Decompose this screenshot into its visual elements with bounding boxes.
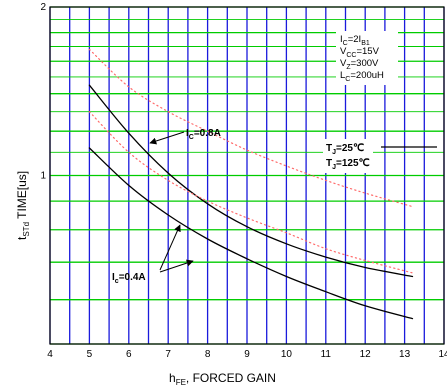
x-tick-label: 4 [47,349,53,360]
y-tick-label: 1 [40,171,46,182]
annotation-ic-0.4a: Ic=0.4A [112,272,146,285]
x-tick-label: 9 [244,349,250,360]
series-line-solid [88,147,414,320]
legend: TJ=25℃ TJ=125℃ [323,139,437,173]
x-tick-label: 7 [165,349,171,360]
x-tick-label: 8 [205,349,211,360]
legend-entry-label: TJ=125℃ [326,158,370,171]
x-tick-label: 14 [438,349,447,360]
x-axis-title: hFE, FORCED GAIN [169,371,276,387]
y-axis-title: tSTd TIME[us] [15,171,31,240]
plot-frame [49,6,445,345]
x-tick-label: 13 [399,349,411,360]
condition-line: IC=2IB1 [340,34,370,47]
curves [88,48,414,320]
x-tick-label: 6 [126,349,132,360]
arrow-to-0.8a-curve [149,131,185,145]
arrow-to-0.4a-upper [159,224,181,271]
legend-background [323,139,373,173]
x-tick-label: 12 [360,349,372,360]
arrow-to-0.4a-lower [159,259,194,273]
y-tick-label: 2 [40,2,46,13]
legend-entry-label: TJ=25℃ [326,143,364,156]
series-line-dotted [88,48,414,208]
series-line-solid [88,84,414,278]
condition-line: VZ=300V [340,58,379,71]
annotation-ic-0.8a: IC=0.8A [186,128,221,141]
series-line-dotted [88,111,414,274]
conditions-background [336,31,398,85]
x-tick-label: 10 [281,349,293,360]
condition-line: LC=200uH [340,70,384,83]
annotations: IC=0.8A Ic=0.4A [112,128,221,285]
x-tick-label: 11 [321,349,332,360]
x-tick-label: 5 [87,349,93,360]
condition-line: VCC=15V [340,46,380,59]
